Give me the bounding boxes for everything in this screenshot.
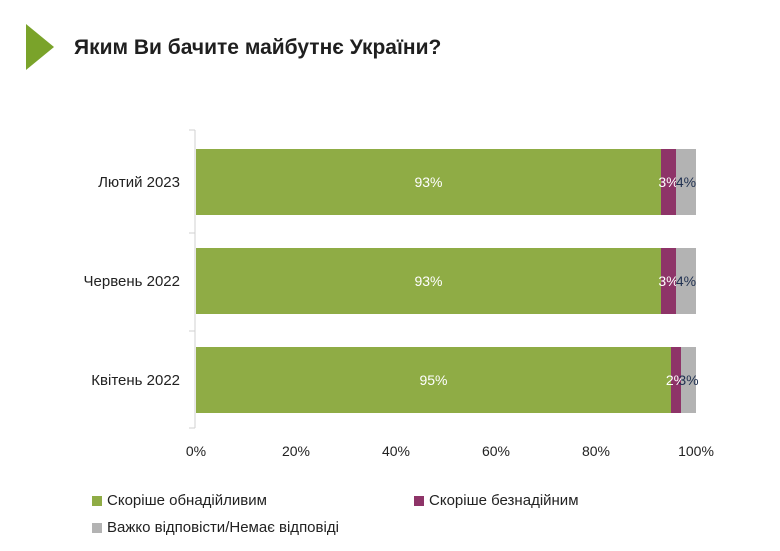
legend-label-hard: Важко відповісти/Немає відповіді [107, 519, 339, 536]
legend-item-hard: Важко відповісти/Немає відповіді [92, 519, 339, 536]
legend-swatch-hopeful [92, 495, 102, 506]
legend-item-hopeful: Скоріше обнадійливим [92, 492, 267, 509]
data-label-hopeful: 93% [414, 174, 442, 190]
x-tick-label: 80% [582, 443, 610, 459]
legend-item-hopeless: Скоріше безнадійним [414, 492, 579, 509]
slide-arrow-icon [26, 24, 54, 70]
category-label: Лютий 2023 [98, 174, 180, 191]
data-label-hopeful: 95% [419, 372, 447, 388]
x-tick-label: 100% [678, 443, 714, 459]
bar-segment-hopeful [196, 347, 671, 413]
data-label-hard: 4% [676, 174, 696, 190]
x-tick-label: 0% [186, 443, 206, 459]
bar-segment-hard [676, 149, 696, 215]
bar-segment-hopeful [196, 248, 661, 314]
category-label: Квітень 2022 [91, 372, 180, 389]
data-label-hopeless: 3% [658, 174, 678, 190]
page-title: Яким Ви бачите майбутнє України? [74, 36, 442, 59]
data-label-hopeful: 93% [414, 273, 442, 289]
data-label-hopeless: 3% [658, 273, 678, 289]
bar-segment-hopeless [661, 149, 676, 215]
legend-label-hopeless: Скоріше безнадійним [429, 492, 579, 509]
bar-segment-hard [676, 248, 696, 314]
data-label-hard: 3% [678, 372, 698, 388]
bar-segment-hopeful [196, 149, 661, 215]
category-label: Червень 2022 [84, 273, 180, 290]
x-tick-label: 20% [282, 443, 310, 459]
bar-segment-hopeless [661, 248, 676, 314]
x-tick-label: 60% [482, 443, 510, 459]
bar-segment-hard [681, 347, 696, 413]
bar-segment-hopeless [671, 347, 681, 413]
legend-label-hopeful: Скоріше обнадійливим [107, 492, 267, 509]
x-tick-label: 40% [382, 443, 410, 459]
data-label-hard: 4% [676, 273, 696, 289]
legend-swatch-hopeless [414, 495, 424, 506]
legend-swatch-hard [92, 522, 102, 533]
